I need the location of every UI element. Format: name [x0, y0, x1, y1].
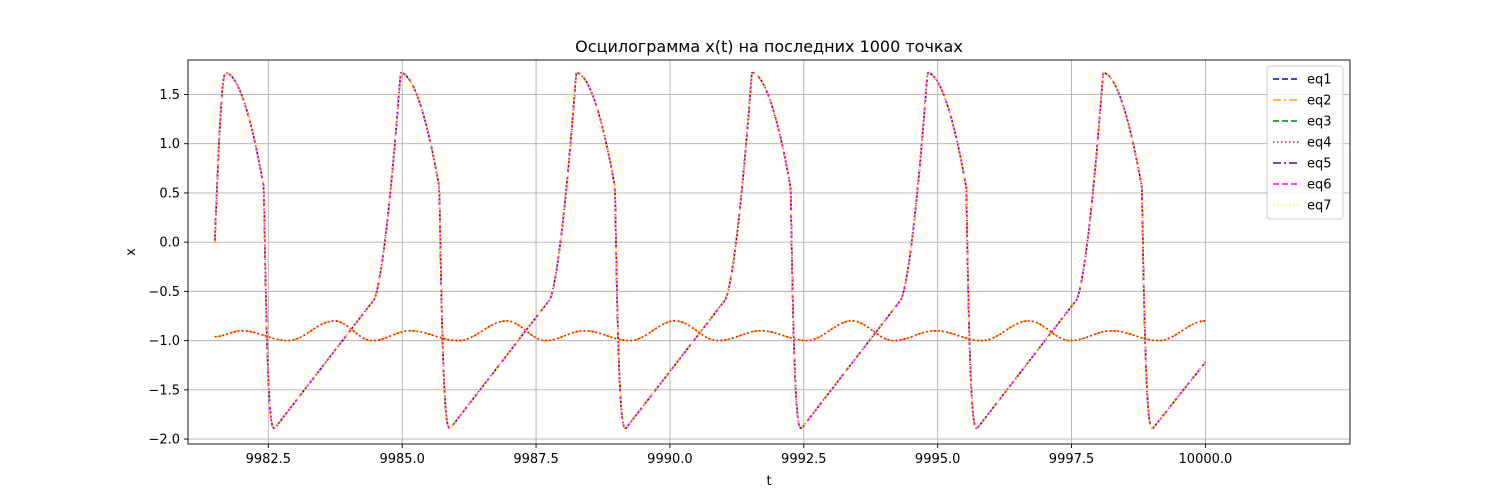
series-line-eq7: [213, 71, 1207, 430]
legend: eq1 eq2 eq3 eq4 eq5 eq6 eq7: [1266, 65, 1344, 220]
ticks: 9982.5 9985.0 9987.5 9990.0 9992.5 9995.0 9997…: [148, 88, 1232, 467]
legend-label-eq1: eq1: [1307, 73, 1332, 88]
legend-label-eq4: eq4: [1307, 136, 1332, 151]
x-tick-label: 10000.0: [1179, 452, 1233, 467]
y-tick-label: 1.5: [159, 88, 180, 103]
x-tick-label: 9997.5: [1049, 452, 1095, 467]
series-line-eq4: [214, 320, 1206, 342]
x-axis-label: t: [766, 474, 771, 489]
y-tick-label: −2.0: [148, 433, 180, 448]
x-tick-label: 9990.0: [647, 452, 693, 467]
legend-label-eq6: eq6: [1307, 178, 1332, 193]
y-tick-label: −0.5: [148, 285, 180, 300]
legend-label-eq2: eq2: [1307, 94, 1332, 109]
grid: [188, 60, 1350, 444]
y-tick-label: −1.5: [148, 383, 180, 398]
x-tick-label: 9987.5: [513, 452, 559, 467]
plot-frame: [187, 59, 1351, 445]
legend-label-eq3: eq3: [1307, 115, 1332, 130]
x-tick-label: 9982.5: [246, 452, 292, 467]
x-tick-label: 9992.5: [781, 452, 827, 467]
series-layer: [213, 71, 1207, 430]
y-tick-label: 0.5: [159, 186, 180, 201]
y-tick-label: 0.0: [159, 236, 180, 251]
legend-label-eq5: eq5: [1307, 157, 1332, 172]
legend-box: [1266, 65, 1344, 220]
x-tick-label: 9985.0: [379, 452, 425, 467]
chart-title: Осцилограмма x(t) на последних 1000 точк…: [575, 37, 963, 56]
y-axis-label: x: [124, 248, 139, 256]
y-tick-label: 1.0: [159, 137, 180, 152]
legend-label-eq7: eq7: [1307, 199, 1332, 214]
x-tick-label: 9995.0: [915, 452, 961, 467]
y-tick-label: −1.0: [148, 334, 180, 349]
